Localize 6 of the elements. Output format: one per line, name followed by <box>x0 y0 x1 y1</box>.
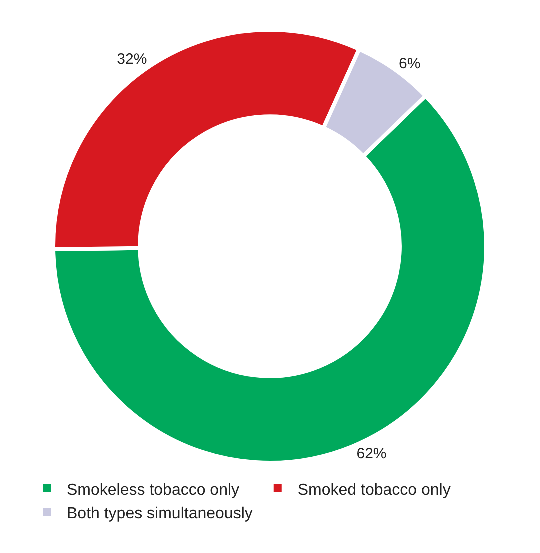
data-label: 6% <box>399 55 421 72</box>
legend-label: Smoked tobacco only <box>298 482 451 499</box>
legend-label: Smokeless tobacco only <box>67 482 240 499</box>
data-label: 62% <box>356 445 387 462</box>
data-label: 32% <box>117 50 148 68</box>
legend-label: Both types simultaneously <box>67 506 253 523</box>
